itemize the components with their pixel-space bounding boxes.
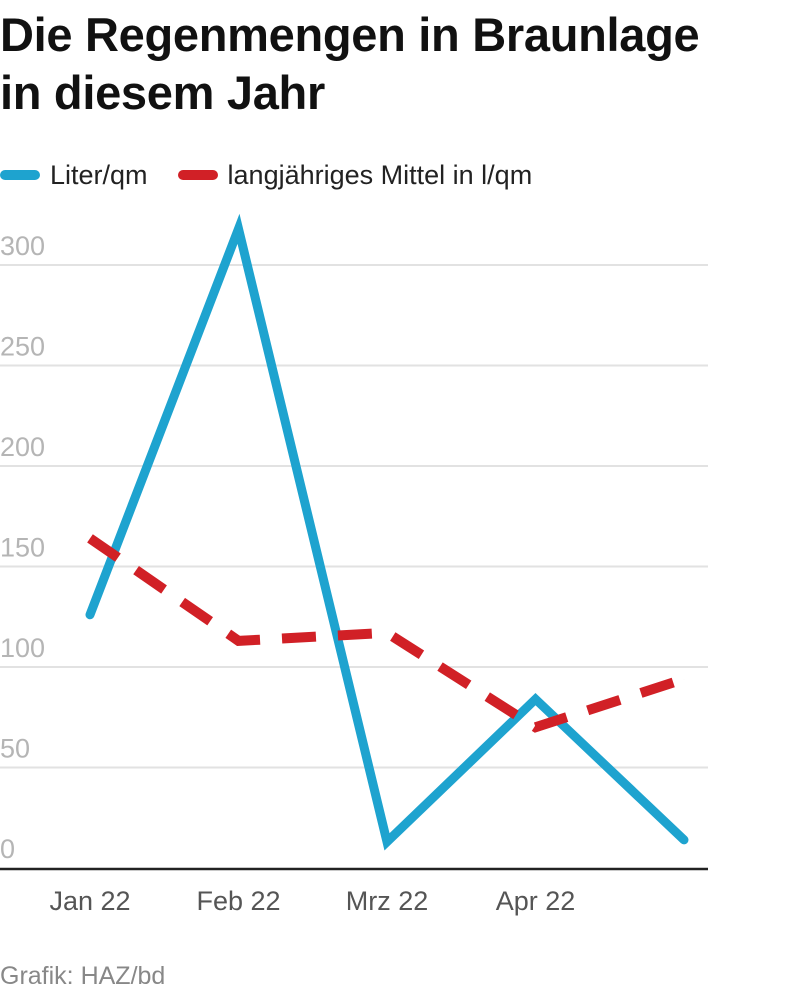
legend-item-average: langjähriges Mittel in l/qm xyxy=(177,159,533,191)
line-chart: 0 50 100 150 200 250 300 Jan 22 Feb 22 Mrz 22 Apr … xyxy=(0,213,708,916)
y-tick-label-250: 250 xyxy=(0,332,45,362)
x-tick-label-3: Apr 22 xyxy=(496,886,576,916)
y-tick-label-200: 200 xyxy=(0,432,45,462)
y-tick-label-50: 50 xyxy=(0,734,30,764)
legend-item-actual: Liter/qm xyxy=(0,160,148,191)
legend-label-average: langjähriges Mittel in l/qm xyxy=(227,159,533,190)
legend-swatch-actual xyxy=(0,170,40,180)
chart-title-line-1: Die Regenmengen in Braunlage xyxy=(0,8,700,61)
x-tick-label-1: Feb 22 xyxy=(196,886,280,916)
y-tick-label-300: 300 xyxy=(0,231,45,261)
chart-title-line-2: in diesem Jahr xyxy=(0,66,325,119)
legend: Liter/qm langjähriges Mittel in l/qm xyxy=(0,157,562,193)
legend-swatch-average xyxy=(177,170,218,180)
legend-label-actual: Liter/qm xyxy=(50,159,148,190)
x-tick-label-0: Jan 22 xyxy=(49,886,130,916)
y-tick-label-150: 150 xyxy=(0,533,45,563)
y-tick-label-100: 100 xyxy=(0,633,45,663)
y-tick-label-0: 0 xyxy=(0,834,15,864)
source-credit: Grafik: HAZ/bd xyxy=(0,962,166,990)
chart-title: Die Regenmengen in Braunlage in diesem J… xyxy=(0,6,800,122)
x-tick-label-2: Mrz 22 xyxy=(346,886,429,916)
series-line-1 xyxy=(87,534,686,733)
series-line-0 xyxy=(85,213,689,851)
